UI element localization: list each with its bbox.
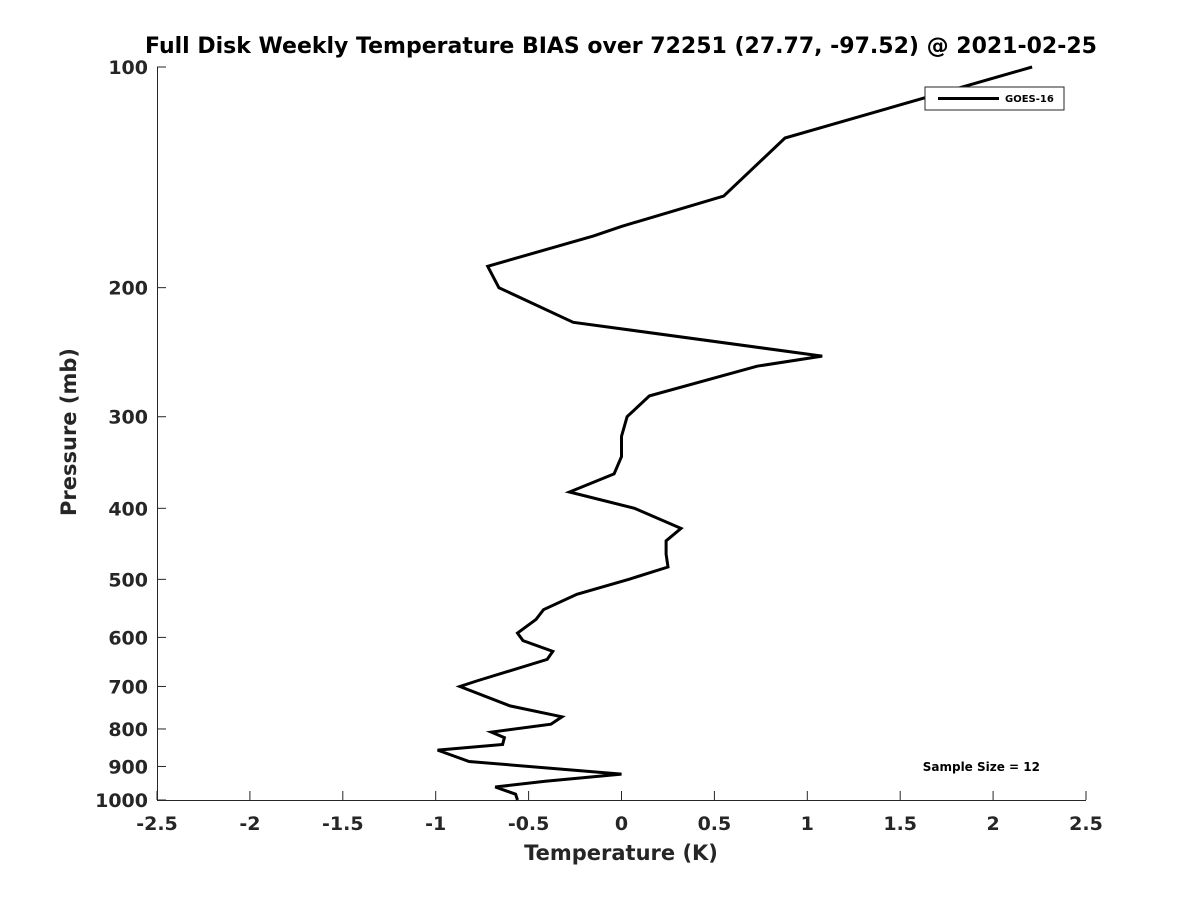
y-tick-label: 100 — [108, 57, 148, 79]
x-tick-label: 0.5 — [698, 813, 732, 835]
y-tick-label: 1000 — [95, 790, 148, 812]
y-tick-label: 900 — [108, 756, 148, 778]
legend: GOES-16 — [924, 86, 1065, 111]
y-axis-ticks: 100 200 300 400 500 600 700 800 900 1000 — [95, 57, 166, 812]
x-tick-label: -1 — [425, 813, 446, 835]
x-tick-label: 1 — [801, 813, 814, 835]
y-tick-label: 500 — [108, 569, 148, 591]
y-tick-label: 600 — [108, 627, 148, 649]
series-line-goes-16 — [437, 65, 1033, 801]
y-tick-label: 400 — [108, 498, 148, 520]
x-tick-label: -2 — [239, 813, 260, 835]
x-tick-label: 2 — [986, 813, 999, 835]
sample-size-annotation: Sample Size = 12 — [923, 760, 1040, 774]
x-tick-label: 2.5 — [1069, 813, 1103, 835]
y-tick-label: 200 — [108, 278, 148, 300]
x-tick-label: -1.5 — [322, 813, 364, 835]
y-tick-label: 800 — [108, 719, 148, 741]
chart-title: Full Disk Weekly Temperature BIAS over 7… — [145, 34, 1097, 59]
y-tick-label: 700 — [108, 676, 148, 698]
x-axis-label: Temperature (K) — [524, 841, 718, 865]
y-tick-label: 300 — [108, 407, 148, 429]
x-tick-label: -0.5 — [508, 813, 550, 835]
x-axis-ticks: -2.5 -2 -1.5 -1 -0.5 0 0.5 1 1.5 2 2.5 — [136, 791, 1103, 835]
x-tick-label: 1.5 — [883, 813, 917, 835]
x-tick-label: 0 — [615, 813, 628, 835]
x-tick-label: -2.5 — [136, 813, 178, 835]
y-axis-label: Pressure (mb) — [57, 348, 81, 516]
legend-label-goes-16: GOES-16 — [1005, 94, 1054, 105]
